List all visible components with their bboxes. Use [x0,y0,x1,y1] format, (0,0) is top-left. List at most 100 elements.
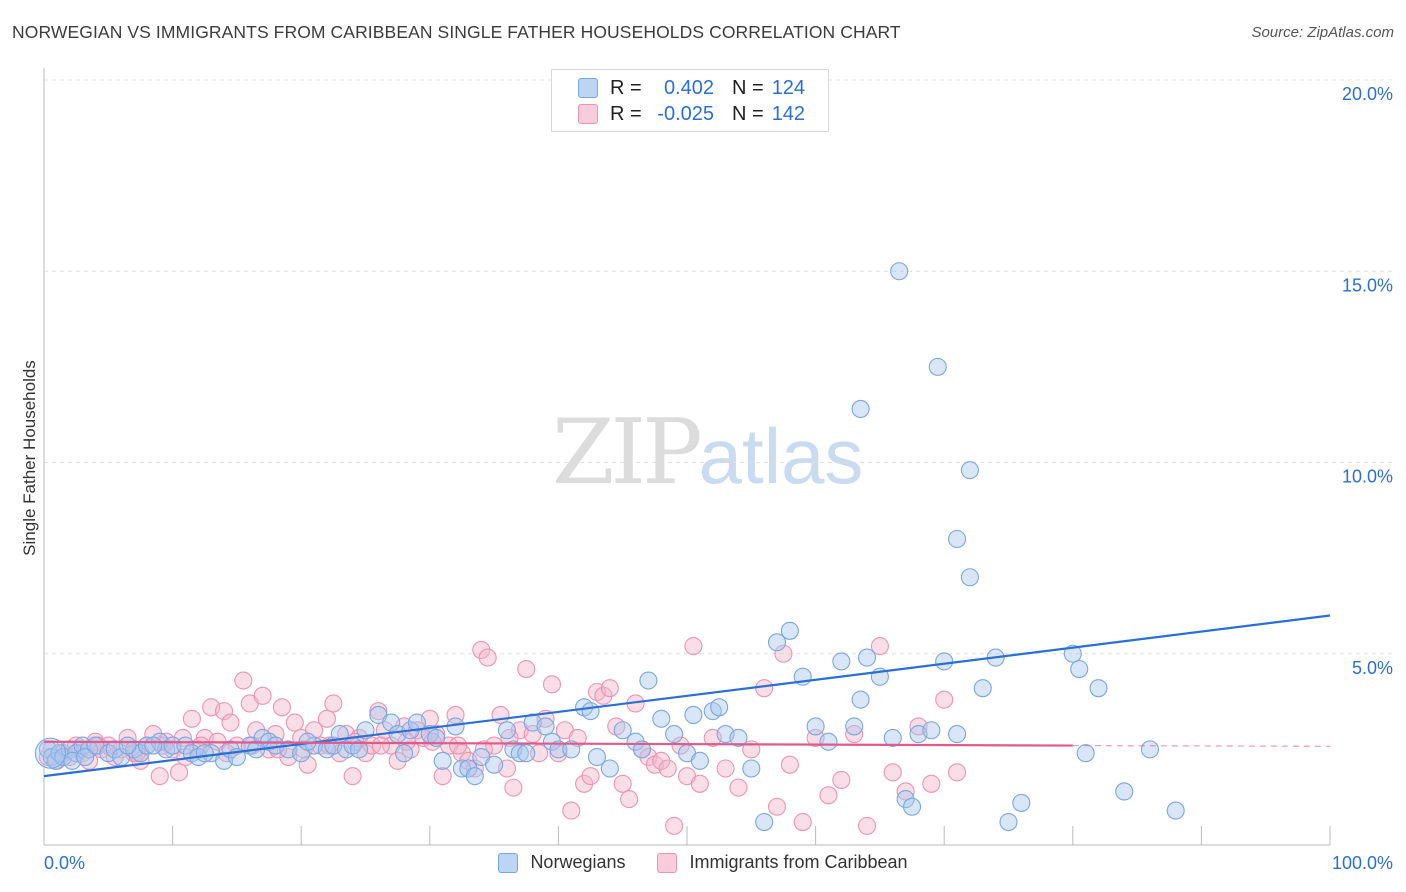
caribbean-point [658,759,677,778]
caribbean-point [870,637,889,656]
caribbean-point [530,744,549,763]
caribbean-point [169,763,189,782]
caribbean-point [780,755,799,774]
caribbean-point [575,774,594,793]
caribbean-point [883,763,902,782]
caribbean-point [665,816,684,835]
legend-row-caribbean: R = -0.025 N = 142 [578,102,805,126]
norwegian-point [613,721,632,740]
legend-n-label: N = [732,76,764,99]
caribbean-point [253,686,272,705]
caribbean-point [896,782,915,801]
caribbean-point [247,721,266,740]
norwegian-point [1063,644,1082,663]
caribbean-point [221,713,240,732]
caribbean-point [234,671,253,690]
norwegian-point [549,740,568,759]
norwegian-point [459,759,478,778]
caribbean-point [324,694,343,713]
norwegian-point [851,690,870,709]
caribbean-point [857,816,877,835]
caribbean-trendline-extension [1072,744,1331,747]
caribbean-point [600,679,619,698]
legend-r-value: -0.025 [657,102,714,125]
watermark-atlas: atlas [698,412,864,500]
norwegian-point [407,713,426,732]
norwegian-point [382,713,401,732]
caribbean-point [793,812,812,832]
legend-swatch-blue [498,852,519,873]
norwegian-point [780,621,799,640]
caribbean-point [433,767,452,786]
norwegian-point [76,747,95,767]
norwegian-point [806,717,825,736]
stats-legend: R = 0.402 N = 124 R = -0.025 N = 142 [551,69,829,132]
norwegian-point [890,262,909,281]
norwegian-point [587,747,607,767]
norwegian-point [755,812,774,832]
watermark-zip: ZIP [552,400,703,505]
caribbean-point [684,637,703,656]
norwegian-point [600,759,619,778]
caribbean-point [472,640,491,659]
norwegian-point [195,744,214,763]
norwegian-point [652,709,671,728]
caribbean-point [504,778,523,797]
caribbean-point [182,709,201,728]
caribbean-point [767,797,787,816]
legend-item-norwegians: Norwegians [498,852,625,873]
legend-label-caribbean: Immigrants from Caribbean [689,852,908,872]
norwegian-point [973,679,992,698]
legend-swatch-pink [657,852,678,873]
norwegian-point [960,568,979,587]
caribbean-point [922,774,941,793]
caribbean-point [948,763,967,782]
legend-swatch-blue [578,78,598,98]
norwegian-point [928,357,947,376]
caribbean-point [317,709,336,728]
legend-item-caribbean: Immigrants from Caribbean [657,852,908,873]
norwegian-point [1070,659,1089,679]
caribbean-point [150,767,169,786]
caribbean-point [343,767,362,786]
norwegian-point [517,744,536,763]
caribbean-point [542,675,562,694]
y-tick-label: 10.0% [1342,467,1393,487]
norwegian-point [902,797,922,816]
legend-swatch-pink [578,104,598,124]
norwegian-point [433,751,452,770]
norwegian-point [632,740,652,759]
caribbean-point [214,702,234,721]
caribbean-point [298,755,317,774]
norwegian-point [510,744,529,763]
caribbean-point [465,759,484,778]
legend-row-norwegians: R = 0.402 N = 124 [578,76,805,100]
caribbean-point [671,736,690,755]
norwegian-point [34,737,66,769]
norwegian-point [922,721,941,740]
legend-n-value: 142 [771,102,806,125]
legend-r-value: 0.402 [663,76,714,99]
norwegian-point [395,744,414,763]
caribbean-point [568,728,587,747]
norwegian-point [935,652,954,671]
norwegian-point [832,652,851,671]
norwegian-point [851,399,870,419]
caribbean-point [652,751,671,770]
caribbean-point [581,767,600,786]
legend-label-norwegians: Norwegians [530,852,626,872]
caribbean-point [819,786,838,805]
x-tick-label: 100.0% [1332,853,1393,873]
legend-r-label: R = [610,76,642,99]
norwegian-point [626,732,645,751]
caribbean-point [305,721,324,740]
norwegian-point [896,790,915,809]
norwegian-point [819,732,838,751]
caribbean-point [716,759,735,778]
x-tick-label: 0.0% [44,853,85,873]
y-tick-label: 5.0% [1352,658,1393,678]
norwegian-point [948,725,967,744]
legend-n-label: N = [732,102,764,125]
caribbean-point [388,751,407,770]
norwegian-trendline [43,614,1331,778]
